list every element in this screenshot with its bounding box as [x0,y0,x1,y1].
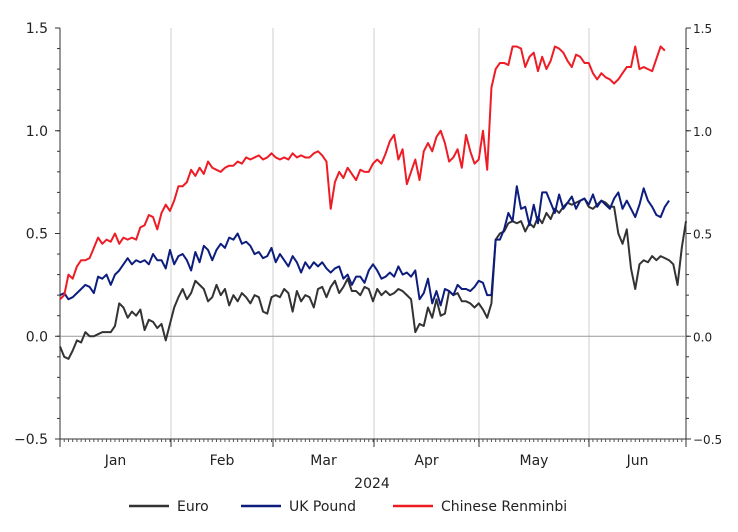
y-tick-label-left: 1.0 [26,124,48,140]
x-tick-label: Jun [626,453,649,469]
series-line-chinese-renminbi [59,45,666,300]
y-tick-label-left: −0.5 [14,432,48,448]
y-tick-label-left: 0.5 [26,227,48,243]
x-tick-label: Apr [414,453,438,469]
x-tick-label: May [520,453,549,469]
y-tick-label-right: 0.5 [693,228,712,242]
y-tick-label-right: −0.5 [693,433,722,447]
x-axis-label: 2024 [354,476,390,492]
legend-layer: Euro UK Pound Chinese Renminbi [129,499,567,515]
grid-layer [170,28,590,439]
y-tick-label-right: 1.0 [693,125,712,139]
y-tick-label-right: 0.0 [693,330,712,344]
legend-label: Chinese Renminbi [441,499,567,515]
series-line-uk-pound [59,185,670,307]
legend-label: Euro [177,499,209,515]
legend-label: UK Pound [289,499,356,515]
x-tick-label: Feb [210,453,235,469]
x-tick-label: Mar [310,453,337,469]
series-layer [59,45,687,360]
x-tick-label: Jan [104,453,127,469]
y-tick-label-right: 1.5 [693,22,712,36]
y-tick-label-left: 1.5 [26,21,48,37]
y-tick-label-left: 0.0 [26,329,48,345]
axis-layer: 1.5 1.5 1.0 1.0 0.5 0.5 0.0 0.0 −0.5 −0.5 Jan Feb Ma… [14,21,722,492]
